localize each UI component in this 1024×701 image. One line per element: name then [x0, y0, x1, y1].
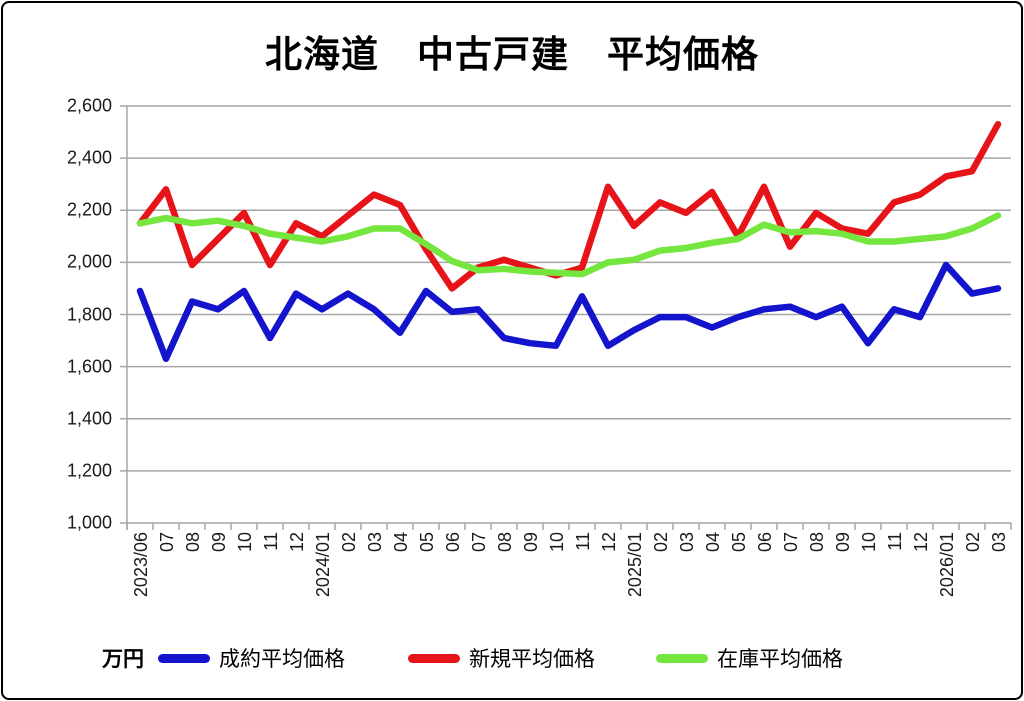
x-tick-label: 2024/01 — [313, 532, 333, 597]
x-tick-label: 04 — [391, 532, 411, 552]
x-tick-label: 11 — [261, 532, 281, 551]
x-tick-label: 07 — [781, 532, 801, 552]
y-tick-label: 1,400 — [66, 408, 112, 429]
legend-label: 新規平均価格 — [469, 648, 595, 671]
x-tick-label: 10 — [235, 532, 255, 552]
unit-label: 万円 — [102, 648, 144, 671]
legend-item: 在庫平均価格 — [656, 638, 843, 678]
x-tick-label: 02 — [651, 532, 671, 552]
legend-swatch-icon — [656, 653, 708, 663]
x-tick-label: 06 — [443, 532, 463, 552]
x-tick-label: 05 — [417, 532, 437, 552]
x-tick-label: 09 — [209, 532, 229, 552]
legend-item: 新規平均価格 — [408, 638, 595, 678]
x-tick-label: 12 — [599, 532, 619, 552]
series-在庫平均価格 — [136, 212, 1002, 278]
x-tick-label: 10 — [859, 532, 879, 552]
x-tick-label: 12 — [287, 532, 307, 552]
x-tick-label: 03 — [365, 532, 385, 552]
y-tick-label: 1,800 — [66, 304, 112, 324]
x-tick-label: 07 — [469, 532, 489, 552]
x-tick-label: 2026/01 — [937, 532, 957, 597]
x-tick-label: 04 — [703, 532, 723, 552]
x-tick-label: 08 — [807, 532, 827, 552]
x-tick-label: 2025/01 — [625, 532, 645, 597]
legend-label: 成約平均価格 — [219, 648, 345, 671]
x-tick-label: 08 — [495, 532, 515, 552]
y-tick-label: 1,000 — [66, 512, 112, 533]
y-tick-label: 2,400 — [66, 147, 112, 168]
y-tick-label: 1,600 — [66, 356, 112, 377]
x-tick-label: 05 — [729, 532, 749, 552]
x-tick-label: 11 — [885, 532, 905, 551]
x-tick-label: 06 — [755, 532, 775, 552]
x-tick-label: 08 — [183, 532, 203, 552]
series-新規平均価格 — [136, 120, 1002, 292]
y-tick-label: 2,600 — [66, 95, 112, 116]
y-tick-label: 2,000 — [66, 251, 112, 272]
series-成約平均価格 — [136, 261, 1002, 363]
x-tick-label: 07 — [157, 532, 177, 552]
legend-item: 成約平均価格 — [158, 638, 345, 678]
chart-title: 北海道 中古戸建 平均価格 — [265, 34, 759, 75]
x-tick-label: 02 — [963, 532, 983, 552]
y-tick-label: 1,200 — [66, 460, 112, 481]
x-tick-label: 10 — [547, 532, 567, 552]
x-tick-label: 12 — [911, 532, 931, 552]
x-tick-label: 2023/06 — [131, 532, 151, 597]
x-tick-label: 02 — [339, 532, 359, 552]
legend-swatch-icon — [158, 653, 210, 663]
x-tick-label: 09 — [833, 532, 853, 552]
x-tick-label: 11 — [573, 532, 593, 551]
x-tick-label: 09 — [521, 532, 541, 552]
legend-label: 在庫平均価格 — [717, 648, 843, 671]
legend-swatch-icon — [408, 653, 460, 663]
x-tick-label: 03 — [989, 532, 1009, 552]
chart-legend: 万円 成約平均価格 新規平均価格 在庫平均価格 — [0, 638, 1024, 678]
x-tick-label: 03 — [677, 532, 697, 552]
y-tick-label: 2,200 — [66, 199, 112, 220]
